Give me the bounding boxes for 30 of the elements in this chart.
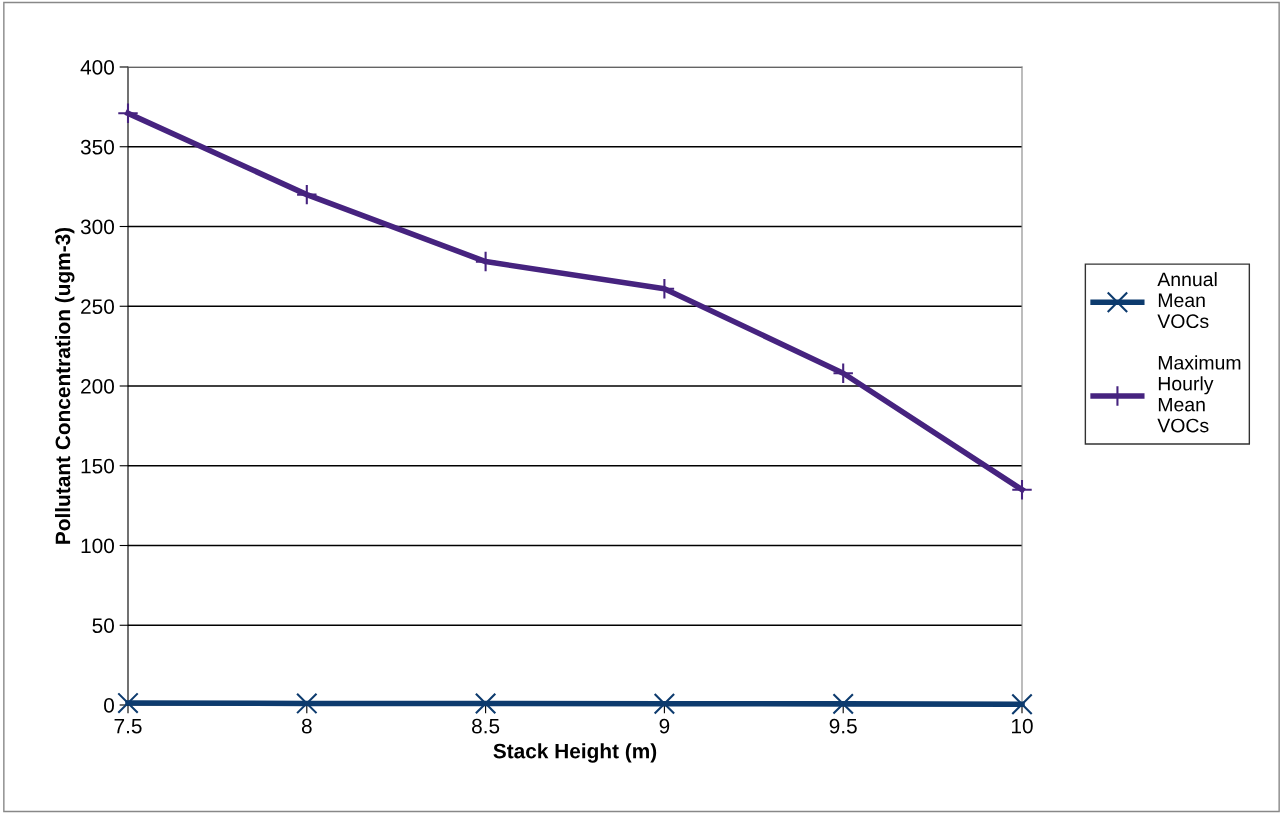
x-tick-label: 9.5 bbox=[829, 718, 857, 734]
x-tick-label: 7.5 bbox=[114, 718, 142, 734]
y-tick-label: 300 bbox=[80, 219, 114, 235]
point bbox=[1011, 478, 1033, 501]
point bbox=[474, 692, 497, 715]
legend-label: Maximum Hourly Mean VOCs bbox=[1157, 355, 1241, 433]
legend-label: Annual Mean VOCs bbox=[1157, 271, 1217, 329]
y-tick-label: 0 bbox=[104, 698, 114, 713]
y-tick-label: 100 bbox=[81, 538, 114, 554]
x-tick-label: 8 bbox=[301, 718, 312, 734]
point bbox=[1011, 693, 1033, 715]
point bbox=[117, 102, 139, 125]
x-axis-title: Stack Height (m) bbox=[493, 743, 657, 763]
x-tick-label: 10 bbox=[1012, 718, 1033, 734]
x-tick-label: 9 bbox=[659, 718, 670, 734]
y-axis-title: Pollutant Concentration (ugm-3) bbox=[54, 227, 75, 544]
y-tick-label: 50 bbox=[92, 618, 114, 633]
y-tick-label: 150 bbox=[81, 458, 114, 474]
point bbox=[296, 183, 318, 206]
point bbox=[832, 362, 854, 384]
y-tick-label: 200 bbox=[81, 379, 114, 394]
x-tick-label: 8.5 bbox=[472, 718, 500, 734]
point bbox=[832, 693, 854, 715]
y-tick-label: 400 bbox=[80, 60, 114, 75]
point bbox=[653, 692, 676, 715]
point bbox=[117, 692, 139, 714]
y-tick-label: 250 bbox=[81, 299, 114, 314]
y-tick-label: 350 bbox=[80, 139, 114, 155]
point bbox=[296, 692, 318, 715]
point bbox=[474, 250, 497, 273]
